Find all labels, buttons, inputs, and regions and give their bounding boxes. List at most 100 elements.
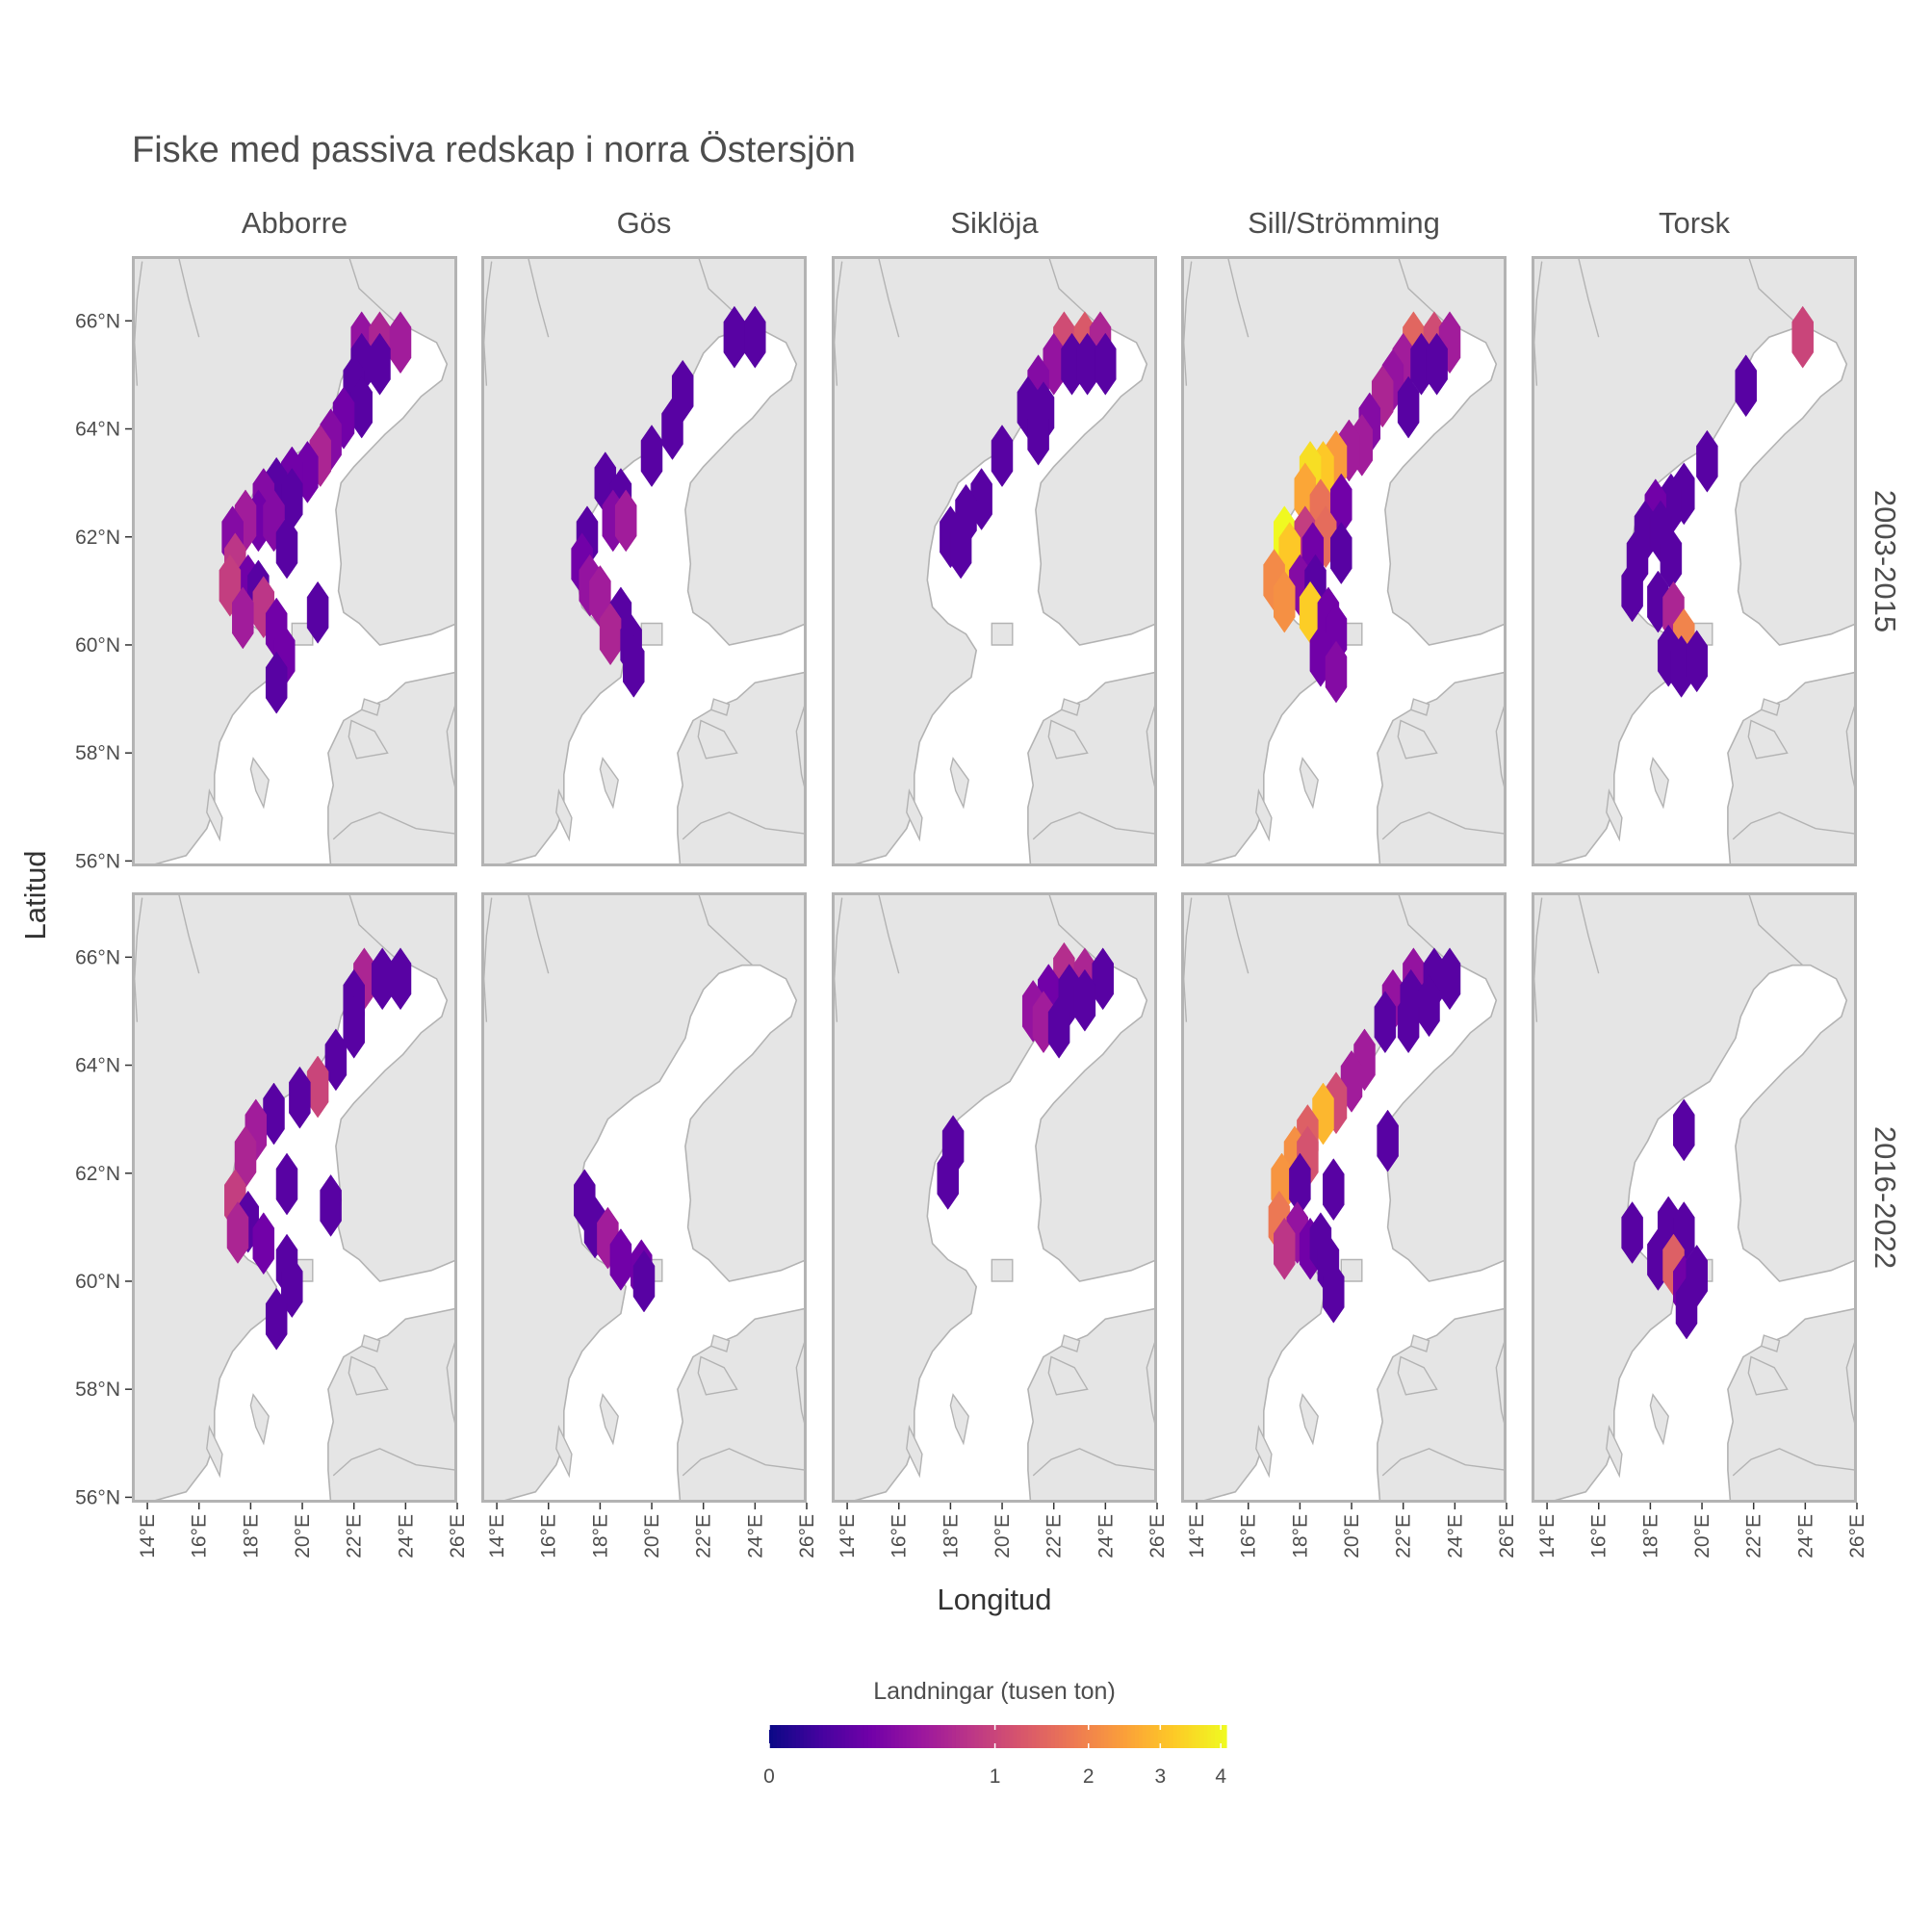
landings-cell: [640, 425, 663, 488]
legend-color-step: [1036, 1725, 1041, 1748]
sea-area: [1546, 964, 1857, 1503]
legend-color-step: [1199, 1725, 1204, 1748]
x-tick-label: 22°E: [693, 1514, 715, 1558]
island: [1060, 1334, 1081, 1352]
legend-color-step: [818, 1725, 824, 1748]
legend-color-step: [834, 1725, 838, 1748]
legend-color-step: [837, 1725, 842, 1748]
border-line: [1397, 892, 1454, 966]
border-line: [1381, 1448, 1507, 1477]
border-line: [1047, 892, 1104, 966]
x-tick-label: 20°E: [1691, 1514, 1713, 1558]
island: [1409, 1334, 1430, 1352]
panel-border: [132, 256, 457, 866]
landings-cell: [1438, 947, 1461, 1011]
legend-color-step: [1223, 1725, 1227, 1748]
legend-color-step: [902, 1725, 908, 1748]
legend-color-step: [933, 1725, 938, 1748]
y-tick-label: 60°N: [75, 634, 120, 657]
landings-cell: [1325, 640, 1348, 704]
landings-cell: [1027, 402, 1049, 466]
legend-color-step: [883, 1725, 889, 1748]
legend-color-step: [769, 1725, 774, 1748]
legend-tick-label: 1: [990, 1765, 1001, 1788]
landings-cell: [275, 516, 298, 580]
legend-color-step: [1043, 1725, 1048, 1748]
legend-color-step: [1062, 1725, 1068, 1748]
map-panel: [132, 256, 457, 866]
legend-color-step: [1211, 1725, 1216, 1748]
island: [360, 1334, 381, 1352]
island: [949, 757, 969, 810]
legend-color-step: [970, 1725, 976, 1748]
x-tick-label: 18°E: [240, 1514, 262, 1558]
landings-cell: [1095, 332, 1117, 396]
legend-color-step: [807, 1725, 812, 1748]
legend-tick-label: 0: [763, 1765, 775, 1788]
landings-cell: [369, 332, 391, 396]
landings-cell: [949, 516, 972, 580]
legend-color-step: [982, 1725, 988, 1748]
legend-color-step: [921, 1725, 926, 1748]
legend-color-step: [784, 1725, 789, 1748]
legend-color-step: [1089, 1725, 1095, 1748]
landings-cell: [599, 603, 622, 666]
island: [599, 1393, 619, 1446]
legend-color-step: [1020, 1725, 1025, 1748]
legend-color-step: [1219, 1725, 1224, 1748]
landings-cell: [1621, 559, 1643, 623]
panel-border: [132, 892, 457, 1503]
legend-color-step: [1165, 1725, 1171, 1748]
border-line: [682, 811, 807, 840]
legend-color-step: [937, 1725, 941, 1748]
border-line: [877, 892, 900, 974]
x-tick-label: 26°E: [447, 1514, 469, 1558]
island: [1409, 698, 1430, 716]
x-tick-label: 24°E: [1095, 1514, 1117, 1558]
x-tick-label: 16°E: [189, 1514, 211, 1558]
legend-color-step: [1161, 1725, 1167, 1748]
legend-color-step: [1024, 1725, 1029, 1748]
legend-color-step: [1172, 1725, 1178, 1748]
island: [1047, 1355, 1089, 1396]
legend-color-step: [1073, 1725, 1079, 1748]
legend-color-step: [1112, 1725, 1117, 1748]
legend-color-step: [871, 1725, 877, 1748]
legend-color-step: [1153, 1725, 1159, 1748]
map-panel: [1181, 892, 1507, 1503]
legend-color-step: [1192, 1725, 1197, 1748]
legend-color-step: [1138, 1725, 1144, 1748]
landings-cell: [1791, 305, 1814, 369]
legend-color-step: [1131, 1725, 1136, 1748]
legend-color-step: [875, 1725, 881, 1748]
panel-border: [1532, 892, 1857, 1503]
legend-color-step: [906, 1725, 912, 1748]
legend-color-step: [787, 1725, 793, 1748]
legend-color-step: [993, 1725, 999, 1748]
landings-cell: [324, 1028, 348, 1092]
x-tick-label: 26°E: [1146, 1514, 1169, 1558]
x-tick-label: 20°E: [641, 1514, 663, 1558]
legend-color-step: [1188, 1725, 1193, 1748]
landings-cell: [937, 1146, 959, 1210]
landings-cell: [306, 1055, 329, 1119]
border-line: [482, 897, 493, 1022]
island: [555, 1425, 573, 1479]
legend-color-step: [966, 1725, 972, 1748]
legend-color-step: [1077, 1725, 1083, 1748]
x-tick-label: 26°E: [1496, 1514, 1518, 1558]
column-strip-label: Siklöja: [950, 206, 1039, 240]
landings-cell: [1330, 522, 1352, 585]
landings-cell: [275, 1152, 298, 1216]
x-tick-label: 22°E: [344, 1514, 366, 1558]
legend-color-step: [959, 1725, 965, 1748]
legend-color-step: [1069, 1725, 1075, 1748]
landings-cell: [1274, 570, 1296, 633]
legend: Landningar (tusen ton) 0 1 2 3 4: [763, 1678, 1227, 1788]
legend-color-step: [1005, 1725, 1010, 1748]
landings-cell: [265, 1287, 288, 1351]
legend-color-step: [887, 1725, 892, 1748]
border-line: [1577, 256, 1600, 338]
legend-color-step: [948, 1725, 953, 1748]
legend-color-step: [894, 1725, 900, 1748]
